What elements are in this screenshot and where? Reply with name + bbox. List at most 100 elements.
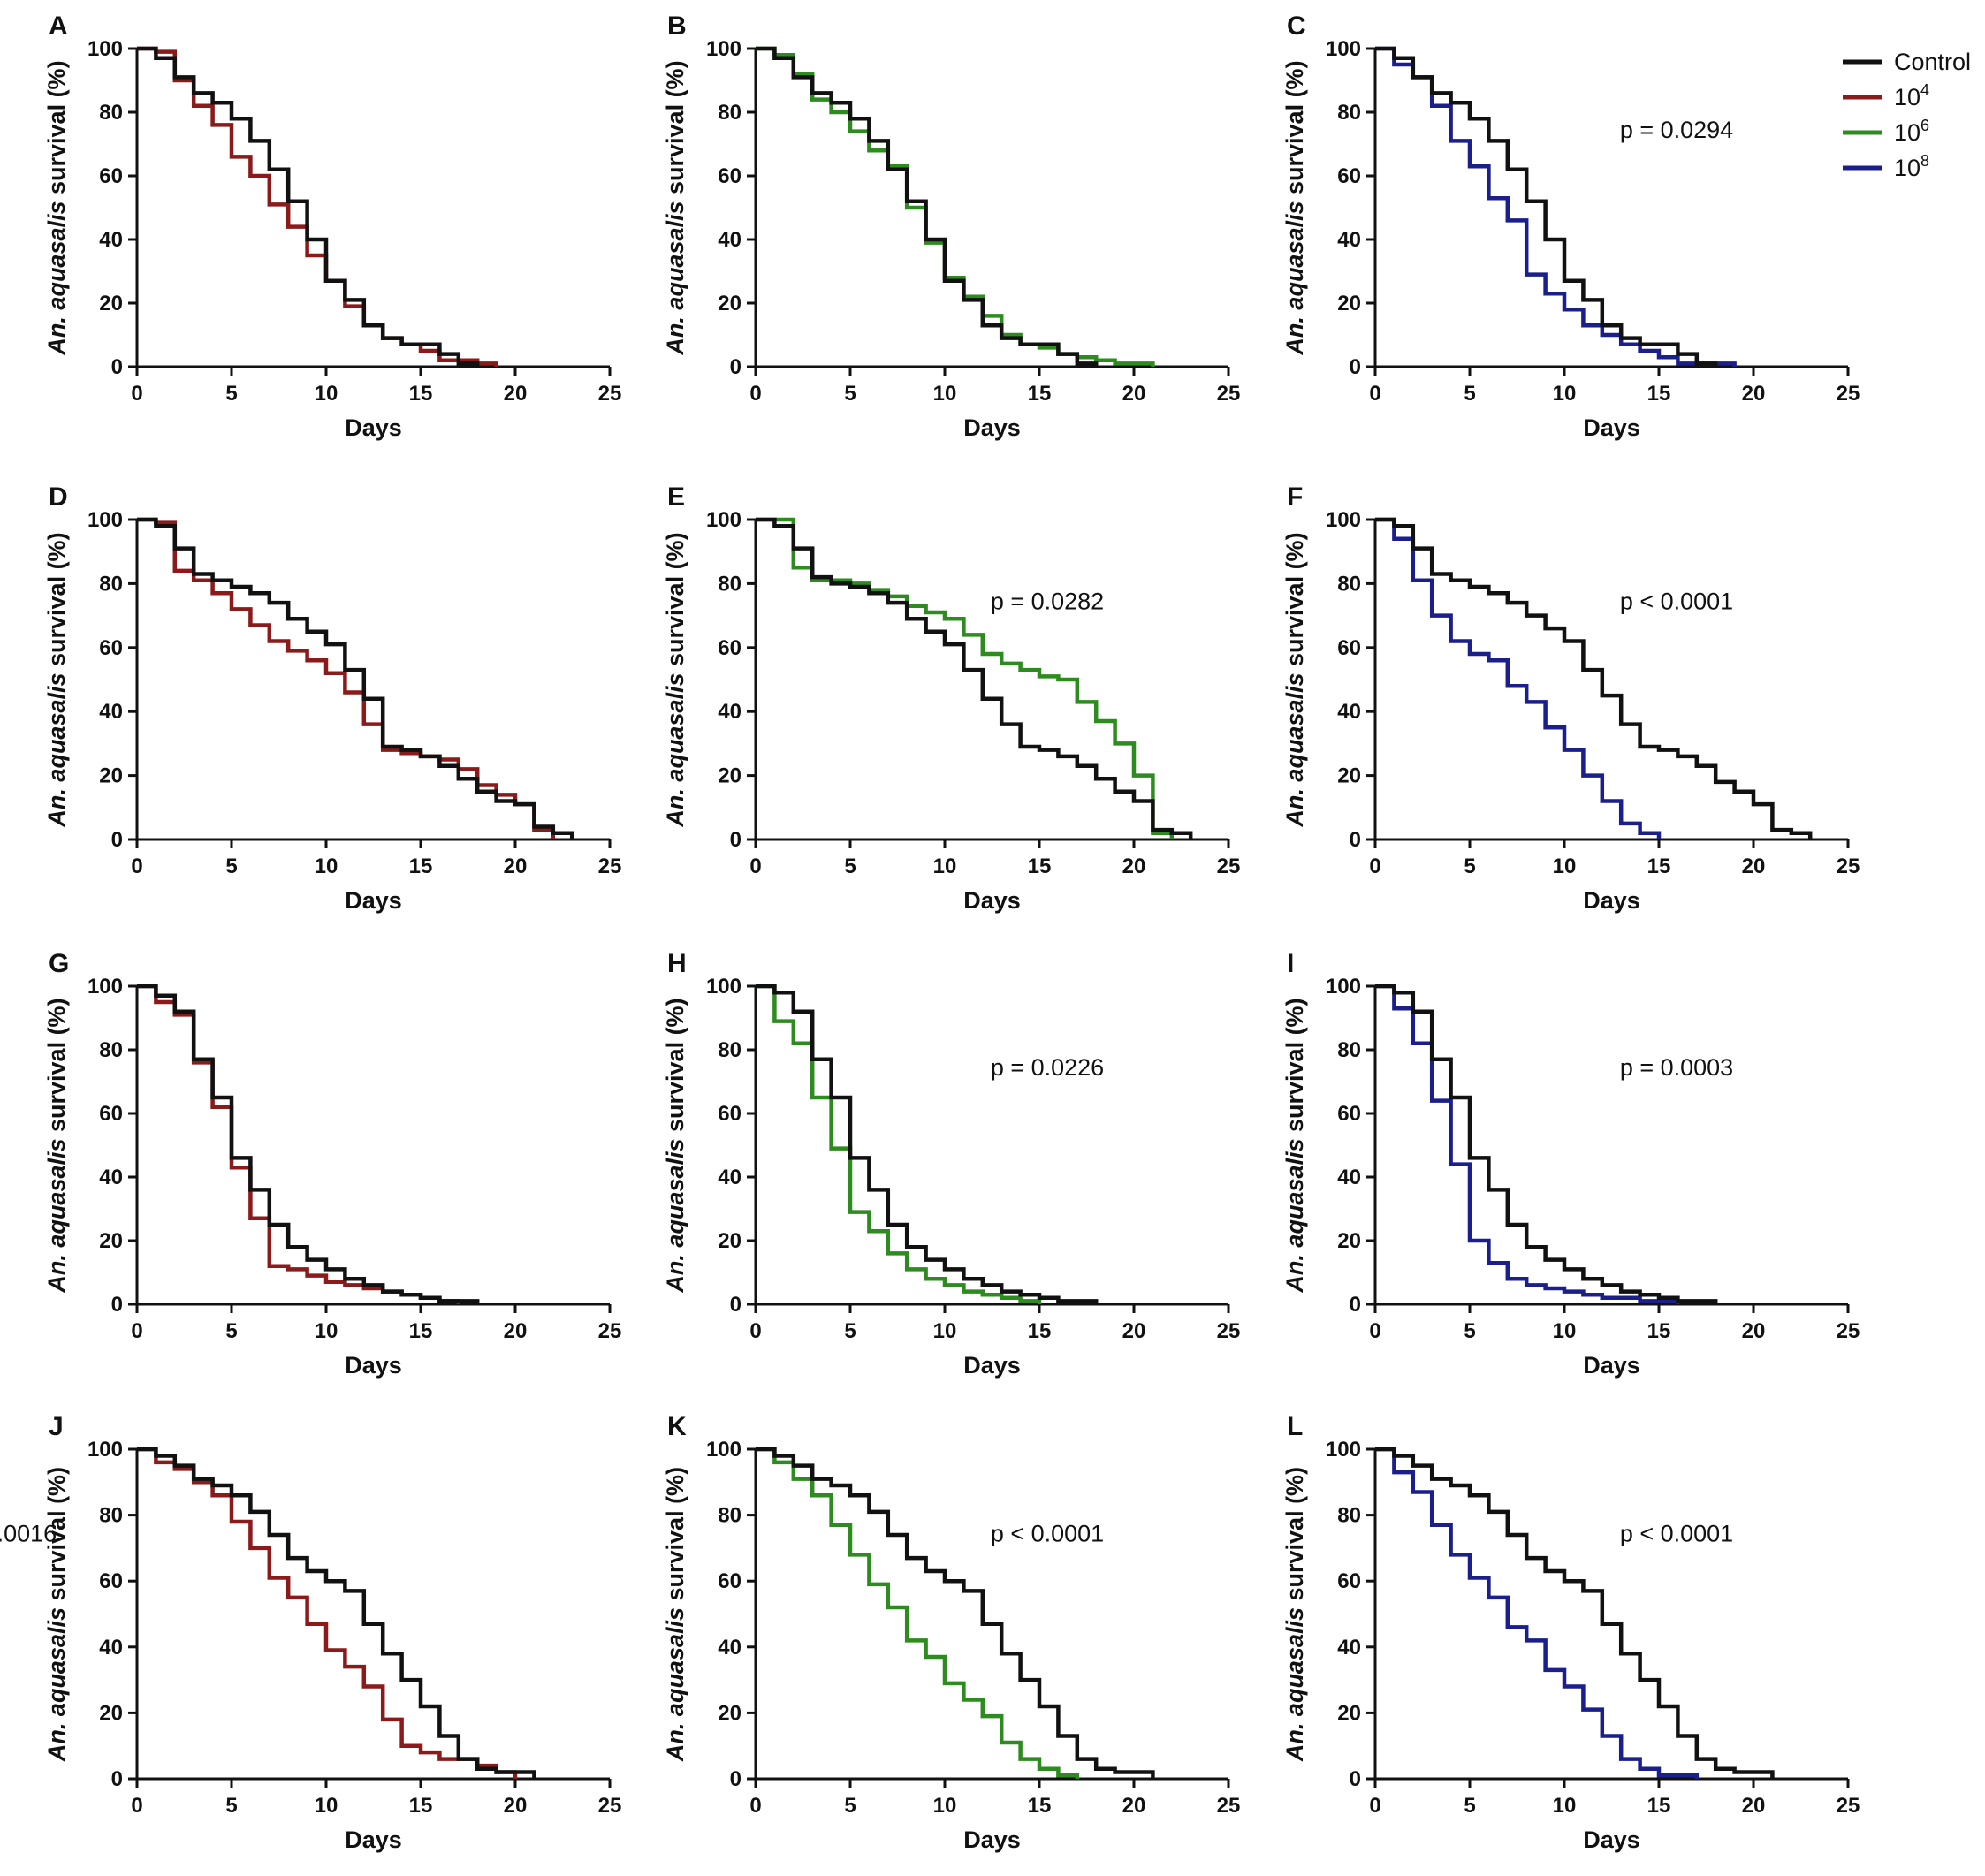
panel-label: E <box>667 482 685 512</box>
x-tick-label: 10 <box>933 382 957 406</box>
x-tick-label: 20 <box>1742 1319 1766 1343</box>
y-tick-label: 60 <box>1337 164 1361 188</box>
y-tick-label: 0 <box>1350 355 1361 379</box>
panel-label: G <box>49 949 69 978</box>
x-tick-label: 5 <box>844 854 856 878</box>
x-tick-label: 10 <box>315 382 338 406</box>
x-tick-label: 10 <box>1553 1794 1577 1818</box>
y-axis-label-unit: survival (%) <box>662 532 688 672</box>
panel-c: C 0 5 10 15 20 25 0 20 40 60 80 100 Days An. aquasalis… <box>1282 11 1860 441</box>
y-tick-label: 60 <box>1337 636 1361 660</box>
y-tick-label: 40 <box>1337 700 1361 724</box>
x-tick-label: 0 <box>749 1794 761 1818</box>
panel-e: E 0 5 10 15 20 25 0 20 40 60 80 100 Days An. aquasalis… <box>662 482 1240 914</box>
x-tick-label: 15 <box>409 1794 433 1818</box>
y-tick-label: 60 <box>99 164 123 188</box>
y-tick-label: 40 <box>1337 1166 1361 1189</box>
y-tick-label: 100 <box>1326 1438 1361 1462</box>
survival-curve-control <box>137 46 480 367</box>
survival-curve-10e6 <box>756 1447 1080 1779</box>
y-tick-label: 60 <box>1337 1102 1361 1126</box>
legend-label-exponent: 4 <box>1920 81 1929 99</box>
panel-label: A <box>49 11 68 41</box>
survival-curve-control <box>756 984 1099 1304</box>
x-tick-label: 10 <box>1553 854 1577 878</box>
y-tick-label: 100 <box>1326 37 1361 61</box>
x-tick-label: 15 <box>1647 854 1671 878</box>
y-axis-label-species: An. aquasalis <box>1282 672 1308 827</box>
y-tick-label: 60 <box>99 1102 123 1126</box>
panel-h: H 0 5 10 15 20 25 0 20 40 60 80 100 Days An. aquasalis… <box>662 949 1240 1379</box>
y-tick-label: 100 <box>87 37 123 61</box>
survival-curve-10e8 <box>1375 46 1737 367</box>
x-axis-label: Days <box>345 1827 402 1853</box>
x-tick-label: 25 <box>1217 1319 1241 1343</box>
x-tick-label: 10 <box>315 1319 338 1343</box>
y-tick-label: 20 <box>99 1229 123 1253</box>
x-axis-label: Days <box>963 414 1021 441</box>
x-tick-label: 10 <box>1553 382 1577 406</box>
y-axis-label-unit: survival (%) <box>43 60 70 201</box>
x-tick-label: 20 <box>1122 382 1146 406</box>
x-tick-label: 0 <box>131 382 142 406</box>
x-tick-label: 25 <box>598 1794 622 1818</box>
x-tick-label: 5 <box>1464 854 1475 878</box>
y-tick-label: 40 <box>99 700 123 724</box>
x-tick-label: 5 <box>225 382 237 406</box>
y-tick-label: 80 <box>99 572 123 596</box>
y-tick-label: 100 <box>706 37 742 61</box>
y-tick-label: 60 <box>1337 1569 1361 1593</box>
x-tick-label: 5 <box>844 1319 856 1343</box>
p-value-label: p = 0.0226 <box>991 1054 1104 1081</box>
panel-a: A 0 5 10 15 20 25 0 20 40 60 80 100 Days An. aquasalis… <box>43 11 621 441</box>
x-tick-label: 15 <box>1647 382 1671 406</box>
y-tick-label: 20 <box>718 1701 742 1725</box>
p-value-label: p = 0.0003 <box>1620 1054 1733 1081</box>
y-tick-label: 100 <box>706 508 742 532</box>
y-tick-label: 100 <box>87 1438 123 1462</box>
y-axis-label: An. aquasalis survival (%) <box>43 998 70 1293</box>
x-axis-label: Days <box>345 887 402 914</box>
y-tick-label: 60 <box>718 636 742 660</box>
y-axis-label-unit: survival (%) <box>662 1467 688 1607</box>
x-tick-label: 10 <box>933 1794 957 1818</box>
y-tick-label: 100 <box>1326 975 1361 999</box>
panel-label: B <box>667 11 687 41</box>
survival-curve-10e6 <box>756 46 1155 367</box>
survival-curve-10e6 <box>756 517 1175 839</box>
x-tick-label: 5 <box>225 854 237 878</box>
survival-curve-control <box>1375 517 1813 839</box>
x-tick-label: 5 <box>1464 1794 1475 1818</box>
x-tick-label: 5 <box>225 1319 237 1343</box>
y-tick-label: 40 <box>718 700 742 724</box>
survival-curve-control <box>1375 1447 1775 1779</box>
y-tick-label: 40 <box>718 228 742 252</box>
panel-k: K 0 5 10 15 20 25 0 20 40 60 80 100 Days An. aquasalis… <box>662 1412 1240 1853</box>
survival-curve-control <box>137 984 480 1304</box>
y-axis-label: An. aquasalis survival (%) <box>1282 60 1308 355</box>
p-value-label: p < 0.0001 <box>1620 1520 1733 1546</box>
x-tick-label: 25 <box>1217 854 1241 878</box>
x-tick-label: 15 <box>1028 1319 1052 1343</box>
survival-curve-control <box>756 517 1193 839</box>
x-axis-label: Days <box>345 414 402 441</box>
x-tick-label: 20 <box>1742 1794 1766 1818</box>
x-tick-label: 25 <box>598 1319 622 1343</box>
x-axis-label: Days <box>963 1352 1021 1379</box>
legend-label: 106 <box>1894 117 1929 146</box>
y-tick-label: 0 <box>1350 1767 1361 1791</box>
y-tick-label: 20 <box>1337 1701 1361 1725</box>
y-tick-label: 40 <box>1337 228 1361 252</box>
y-tick-label: 40 <box>99 228 123 252</box>
y-tick-label: 40 <box>718 1166 742 1189</box>
y-axis-label-unit: survival (%) <box>43 532 70 672</box>
y-axis-label: An. aquasalis survival (%) <box>43 60 70 355</box>
y-axis-label: An. aquasalis survival (%) <box>662 998 688 1293</box>
survival-curve-10e4 <box>137 984 461 1304</box>
y-tick-label: 0 <box>111 1767 123 1791</box>
y-axis-label: An. aquasalis survival (%) <box>1282 1467 1308 1762</box>
p-value-label: p = 0.0282 <box>991 588 1104 614</box>
y-tick-label: 0 <box>111 828 123 852</box>
